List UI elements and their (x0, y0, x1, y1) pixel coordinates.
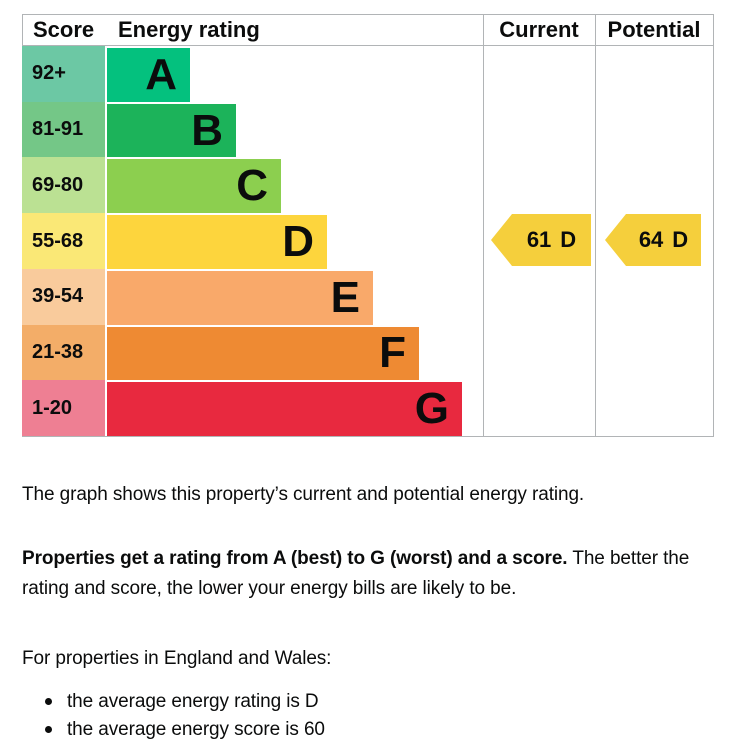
rating-explainer-rest: The better the rating and score, the low… (22, 548, 690, 599)
bullet-icon (45, 726, 52, 733)
band-bar: F (105, 324, 419, 381)
band-row-f: 21-38 F (22, 324, 483, 381)
header-current: Current (499, 17, 579, 42)
band-score-range: 21-38 (22, 324, 105, 381)
band-row-b: 81-91 B (22, 101, 483, 158)
band-bar: A (105, 46, 190, 102)
epc-chart: Score Energy rating Current Potential 92… (22, 14, 714, 437)
current-rating-marker: 61 D (491, 214, 591, 266)
band-bar: C (105, 157, 281, 214)
region-heading: For properties in England and Wales: (22, 648, 332, 669)
epc-description: The graph shows this property’s current … (22, 468, 716, 744)
band-row-e: 39-54 E (22, 268, 483, 325)
band-letter: D (282, 217, 314, 267)
band-bar: D (105, 213, 327, 269)
current-band: D (560, 227, 577, 252)
band-score-range: 39-54 (22, 268, 105, 325)
band-row-a: 92+ A (22, 46, 483, 102)
bullet-icon (45, 698, 52, 705)
band-score-range: 69-80 (22, 157, 105, 214)
band-score-range: 81-91 (22, 101, 105, 158)
band-letter: A (145, 49, 177, 99)
band-letter: B (191, 105, 223, 155)
band-score-range: 1-20 (22, 380, 105, 437)
band-letter: G (414, 384, 449, 434)
chart-header: Score Energy rating Current Potential (22, 15, 713, 46)
band-bar: E (105, 268, 373, 325)
rating-explainer-paragraph: Properties get a rating from A (best) to… (22, 510, 716, 604)
band-row-g: 1-20 G (22, 380, 483, 437)
header-score: Score (22, 15, 105, 45)
header-energy-rating: Energy rating (118, 17, 260, 42)
potential-score: 64 (638, 227, 664, 252)
band-row-c: 69-80 C (22, 157, 483, 214)
band-letter: C (236, 161, 268, 211)
average-stats-list: the average energy rating is D the avera… (22, 674, 716, 744)
band-bar: B (105, 101, 236, 158)
list-item-average-rating: the average energy rating is D (22, 688, 716, 716)
band-score-range: 92+ (22, 46, 105, 102)
rating-explainer-bold: Properties get a rating from A (best) to… (22, 548, 568, 569)
band-bar: G (105, 380, 462, 437)
potential-band: D (672, 227, 689, 252)
band-row-d: 55-68 D (22, 213, 483, 269)
potential-rating-marker: 64 D (605, 214, 701, 266)
intro-paragraph: The graph shows this property’s current … (22, 484, 585, 505)
band-letter: E (330, 272, 360, 322)
potential-column-divider (595, 15, 596, 436)
band-letter: F (379, 328, 406, 378)
band-score-range: 55-68 (22, 213, 105, 269)
epc-band-rows: 92+ A 81-91 B 69-80 C 55-68 D 39-54 E 21… (22, 46, 483, 437)
header-potential: Potential (607, 17, 701, 42)
list-item-average-score: the average energy score is 60 (22, 716, 716, 744)
current-score: 61 (526, 227, 552, 252)
current-column-divider (483, 15, 484, 436)
